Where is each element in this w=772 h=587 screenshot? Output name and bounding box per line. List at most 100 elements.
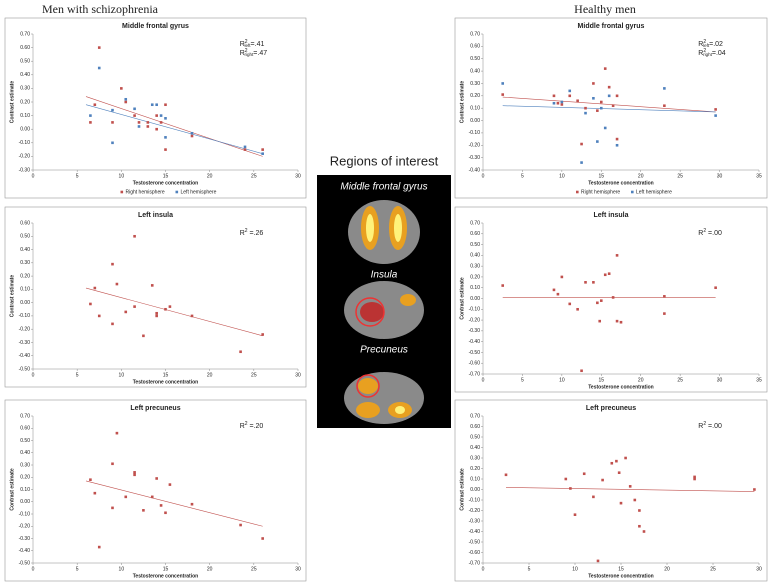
point xyxy=(164,148,167,151)
point xyxy=(615,143,619,147)
point xyxy=(610,461,614,465)
y-tick-label: 0.10 xyxy=(470,476,480,482)
r-squared-part: 2 xyxy=(245,421,248,427)
point xyxy=(89,114,92,117)
panel xyxy=(4,399,307,582)
point xyxy=(611,104,615,108)
x-tick-label: 5 xyxy=(521,173,524,179)
x-tick-label: 0 xyxy=(482,566,485,572)
x-tick-label: 25 xyxy=(710,566,716,572)
point xyxy=(97,66,101,70)
point xyxy=(239,523,242,527)
legend-swatch xyxy=(631,190,634,194)
point xyxy=(155,127,158,131)
r-squared-part: 2 xyxy=(703,228,706,234)
r-squared: R2 =.00 xyxy=(698,421,722,430)
point xyxy=(582,472,586,476)
y-tick-label: -0.10 xyxy=(469,497,481,503)
x-tick-label: 0 xyxy=(32,566,35,572)
point xyxy=(93,103,97,107)
y-tick-label: -0.30 xyxy=(469,328,481,334)
r-squared-part: left xyxy=(703,43,710,48)
point xyxy=(663,312,666,315)
y-tick-label: 0.30 xyxy=(20,462,30,468)
x-axis-label: Testosterone concentration xyxy=(588,180,653,186)
trendline xyxy=(505,487,755,492)
point xyxy=(89,121,92,124)
r-squared: R2 right=.04 xyxy=(698,48,726,57)
point xyxy=(714,286,717,290)
r-squared-part: 2 xyxy=(245,39,248,45)
point xyxy=(133,473,136,477)
point xyxy=(89,302,92,306)
point xyxy=(615,319,619,323)
x-tick-label: 10 xyxy=(119,566,125,572)
y-tick-label: -0.10 xyxy=(469,307,481,313)
x-tick-label: 5 xyxy=(76,173,79,179)
trendline xyxy=(85,480,263,527)
r-squared-part: 2 xyxy=(245,228,248,234)
legend-swatch xyxy=(120,190,124,194)
y-tick-label: -0.70 xyxy=(469,560,481,566)
point xyxy=(501,82,505,85)
point xyxy=(556,292,560,296)
point xyxy=(159,504,163,507)
point xyxy=(607,85,611,89)
point xyxy=(133,107,136,111)
point xyxy=(261,148,264,151)
point xyxy=(638,509,641,512)
y-tick-label: 0.00 xyxy=(20,127,30,133)
r-squared-part: =.20 xyxy=(248,423,264,430)
y-tick-label: 0.20 xyxy=(470,274,480,280)
point xyxy=(753,488,756,491)
point xyxy=(115,431,119,435)
point xyxy=(155,314,158,318)
point xyxy=(599,299,603,302)
r-squared-part: right xyxy=(245,52,255,57)
r-squared-part: 2 xyxy=(703,48,706,54)
point xyxy=(560,103,564,106)
point xyxy=(504,473,508,477)
point xyxy=(663,104,666,108)
point xyxy=(596,559,600,563)
column-heading: Healthy men xyxy=(574,2,636,16)
y-tick-label: -0.40 xyxy=(19,548,31,554)
y-tick-label: 0.70 xyxy=(470,220,480,226)
x-tick-label: 5 xyxy=(521,377,524,383)
y-tick-label: -0.10 xyxy=(19,511,31,517)
r-squared-part: =.00 xyxy=(706,423,722,430)
point xyxy=(552,94,556,98)
r-squared-part: 2 xyxy=(703,39,706,45)
y-tick-label: 0.20 xyxy=(20,475,30,481)
point xyxy=(603,67,607,70)
y-tick-label: 0.70 xyxy=(20,31,30,37)
x-tick-label: 30 xyxy=(295,372,301,378)
x-tick-label: 20 xyxy=(207,372,213,378)
point xyxy=(568,302,572,306)
panel xyxy=(454,206,768,393)
y-tick-label: 0.10 xyxy=(20,487,30,493)
point xyxy=(142,509,145,512)
y-tick-label: 0.30 xyxy=(20,260,30,266)
point xyxy=(603,126,607,130)
y-axis-label: Contrast estimate xyxy=(459,81,465,123)
y-tick-label: 0.00 xyxy=(20,499,30,505)
point xyxy=(576,307,579,311)
point xyxy=(573,513,577,516)
x-tick-label: 15 xyxy=(163,173,169,179)
x-tick-label: 10 xyxy=(559,173,565,179)
point xyxy=(599,100,603,104)
roi-label: Precuneus xyxy=(360,345,408,356)
point xyxy=(159,121,163,124)
point xyxy=(133,114,136,117)
point xyxy=(596,140,599,143)
y-tick-label: 0.40 xyxy=(470,68,480,74)
r-squared: R2 =.00 xyxy=(698,228,722,237)
point xyxy=(619,320,623,324)
y-tick-label: 0.20 xyxy=(470,93,480,99)
panel-title: Left precuneus xyxy=(130,405,180,412)
y-axis-label: Contrast estimate xyxy=(9,275,15,317)
legend-label: Left hemisphere xyxy=(636,189,672,195)
point xyxy=(133,305,136,308)
point xyxy=(615,459,618,463)
